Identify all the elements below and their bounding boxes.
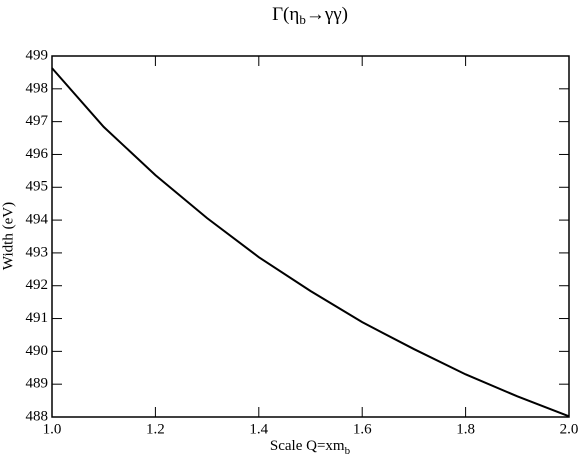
x-label-subscript: b — [345, 445, 351, 457]
y-tick-label: 499 — [26, 47, 49, 63]
x-tick-label: 1.6 — [353, 421, 372, 437]
x-tick-label: 1.8 — [456, 421, 475, 437]
x-tick-label: 1.4 — [249, 421, 268, 437]
y-tick-label: 488 — [26, 408, 49, 424]
y-tick-label: 494 — [26, 212, 49, 228]
y-axis-label: Width (eV) — [0, 202, 16, 270]
title-part: →γγ) — [306, 4, 348, 25]
plot-frame — [51, 55, 570, 418]
x-tick-label: 1.2 — [146, 421, 165, 437]
y-tick-label: 498 — [26, 80, 49, 96]
y-tick-label: 493 — [26, 244, 49, 260]
x-axis-label: Scale Q=xmb — [270, 438, 351, 456]
y-tick-label: 491 — [26, 310, 49, 326]
x-label-part: Scale Q=xm — [270, 438, 345, 454]
y-tick-label: 490 — [26, 343, 49, 359]
title-subscript: b — [299, 12, 306, 27]
y-tick-label: 495 — [26, 179, 49, 195]
x-tick-label: 2.0 — [560, 421, 579, 437]
y-tick-label: 489 — [26, 376, 49, 392]
x-tick-label: 1.0 — [43, 421, 62, 437]
data-line — [51, 67, 570, 418]
y-tick-label: 497 — [26, 113, 49, 129]
title-part: Γ(η — [272, 4, 299, 25]
y-tick-label: 496 — [26, 146, 49, 162]
y-tick-label: 492 — [26, 277, 49, 293]
chart-title: Γ(ηb→γγ) — [272, 4, 348, 27]
